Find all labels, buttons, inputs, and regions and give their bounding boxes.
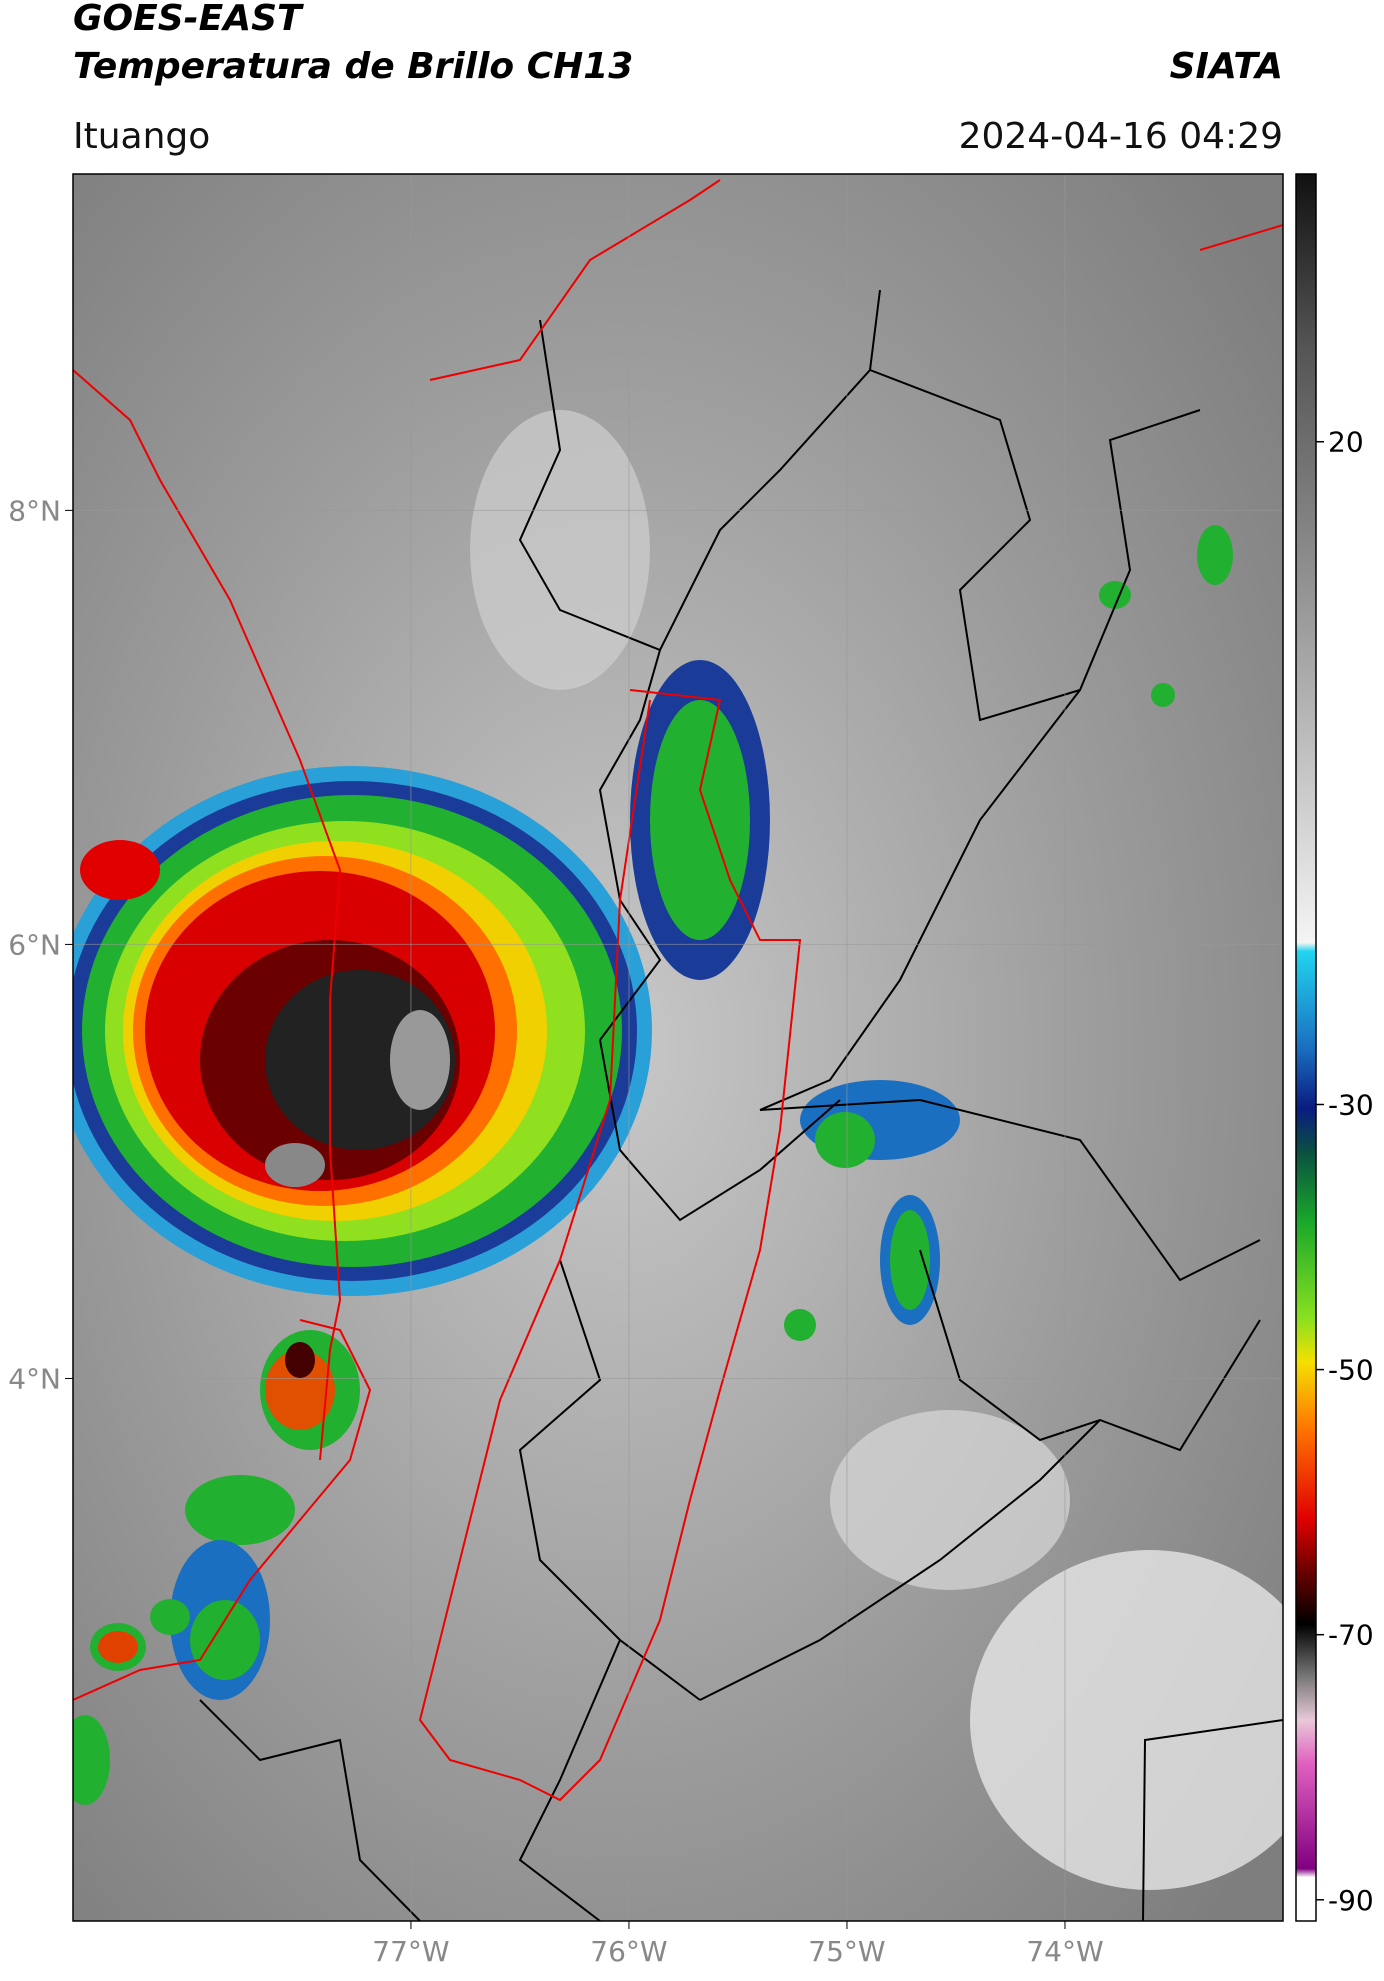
x-tick-label: 74°W	[1026, 1935, 1103, 1968]
colorbar-tick-label: -70	[1328, 1619, 1374, 1652]
colorbar-tick-label: -50	[1328, 1354, 1374, 1387]
y-tick-label: 4°N	[8, 1362, 61, 1395]
y-tick-label: 6°N	[8, 928, 61, 961]
satellite-image	[73, 174, 1283, 1921]
colorbar	[1295, 173, 1317, 1922]
graticule	[73, 174, 1283, 1921]
title: GOES-EAST	[73, 0, 304, 39]
source: SIATA	[1170, 46, 1283, 87]
datetime: 2024-04-16 04:29	[959, 116, 1283, 157]
location: Ituango	[73, 116, 210, 157]
colorbar-tick-label: -30	[1328, 1088, 1374, 1121]
map-frame	[72, 173, 1284, 1922]
colorbar-tick-label: -90	[1328, 1884, 1374, 1917]
subtitle: Temperatura de Brillo CH13	[73, 46, 633, 87]
x-tick-label: 76°W	[590, 1935, 667, 1968]
colorbar-tick-label: 20	[1328, 426, 1364, 459]
y-tick-label: 8°N	[8, 494, 61, 527]
x-tick-label: 75°W	[808, 1935, 885, 1968]
x-tick-label: 77°W	[372, 1935, 449, 1968]
